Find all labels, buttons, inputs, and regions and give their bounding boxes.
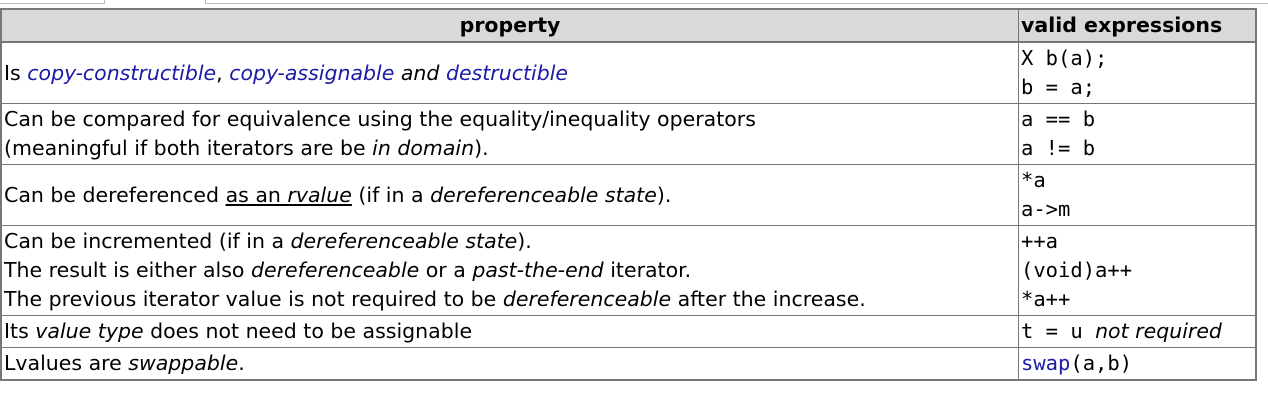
text: Its [4, 319, 36, 343]
text: value type [35, 319, 144, 343]
expressions-cell: *a a->m [1018, 164, 1257, 226]
text: does not need to be assignable [143, 319, 473, 343]
table-row: Its value type does not need to be assig… [0, 315, 1257, 348]
text: , [216, 60, 230, 85]
copy-constructible-link[interactable]: copy-constructible [27, 60, 217, 85]
text: (meaningful if both iterators are be [4, 136, 373, 160]
tab-strip [0, 0, 1268, 6]
property-cell: Its value type does not need to be assig… [0, 315, 1019, 348]
tab-left [0, 0, 105, 4]
expression: a == b [1021, 107, 1096, 131]
text: The result is either also dereferenceabl… [4, 256, 1016, 285]
property-cell: Lvalues are swappable. [0, 347, 1019, 381]
expressions-cell: ++a (void)a++ *a++ [1018, 225, 1257, 316]
expression: b = a; [1021, 75, 1096, 99]
expression: a != b [1021, 136, 1096, 160]
text: or a [419, 258, 473, 282]
text: and [394, 60, 446, 85]
header-property: property [0, 8, 1019, 43]
expression: (void)a++ [1021, 258, 1133, 282]
table-row: Can be compared for equivalence using th… [0, 103, 1257, 165]
table-row: Can be dereferenced as an rvalue (if in … [0, 164, 1257, 226]
expression: a->m [1021, 197, 1071, 221]
text: ). [517, 229, 532, 253]
text: in domain [372, 136, 475, 160]
text: swappable [128, 351, 239, 375]
expression: X b(a); [1021, 46, 1108, 70]
text: dereferenceable [502, 287, 672, 311]
text: Can be incremented (if in a dereferencea… [4, 227, 1016, 256]
swap-link[interactable]: swap [1021, 351, 1071, 375]
text: after the increase. [671, 287, 866, 311]
text: rvalue [287, 182, 352, 207]
text: ). [474, 136, 489, 160]
expressions-cell: a == b a != b [1018, 103, 1257, 165]
text: (meaningful if both iterators are be in … [4, 134, 1016, 163]
property-cell: Is copy-constructible, copy-assignable a… [0, 41, 1019, 104]
text: The previous iterator value is not requi… [4, 285, 1016, 314]
text: . [238, 351, 245, 375]
text: dereferenceable [250, 258, 420, 282]
text: The result is either also [4, 258, 251, 282]
table-row: Can be incremented (if in a dereferencea… [0, 225, 1257, 316]
header-valid-expressions: valid expressions [1018, 8, 1257, 43]
copy-assignable-link[interactable]: copy-assignable [229, 60, 395, 85]
text: Can be compared for equivalence using th… [4, 107, 756, 131]
text: (if in a [351, 182, 431, 207]
not-required-note: not required [1095, 319, 1222, 343]
rvalue-link[interactable]: as an rvalue [226, 183, 352, 207]
property-cell: Can be compared for equivalence using th… [0, 103, 1019, 165]
table-row: Is copy-constructible, copy-assignable a… [0, 41, 1257, 104]
text: dereferenceable state [290, 229, 518, 253]
expression: ++a [1021, 229, 1059, 253]
property-cell: Can be incremented (if in a dereferencea… [0, 225, 1019, 316]
property-cell: Can be dereferenced as an rvalue (if in … [0, 164, 1019, 226]
iterator-properties-table: property valid expressions Is copy-const… [0, 8, 1257, 381]
destructible-link[interactable]: destructible [445, 60, 569, 85]
expressions-cell: swap(a,b) [1018, 347, 1257, 381]
header-row: property valid expressions [0, 8, 1257, 43]
expression: *a [1021, 168, 1046, 192]
expression: *a++ [1021, 287, 1071, 311]
table-row: Lvalues are swappable. swap(a,b) [0, 347, 1257, 381]
text: Can be incremented (if in a [4, 229, 291, 253]
text: Lvalues are [4, 351, 129, 375]
expressions-cell: t = u not required [1018, 315, 1257, 348]
tab-right [205, 0, 1268, 4]
text: as an [225, 182, 288, 207]
text: Can be dereferenced [4, 182, 226, 207]
text: ). [656, 182, 672, 207]
text: The previous iterator value is not requi… [4, 287, 503, 311]
expressions-cell: X b(a); b = a; [1018, 41, 1257, 104]
expression: t = u [1021, 319, 1083, 343]
expression: (a,b) [1070, 351, 1133, 375]
text: past-the-end [472, 258, 604, 282]
text: iterator. [603, 258, 692, 282]
text: dereferenceable state [430, 182, 657, 207]
text: Is [4, 60, 28, 85]
